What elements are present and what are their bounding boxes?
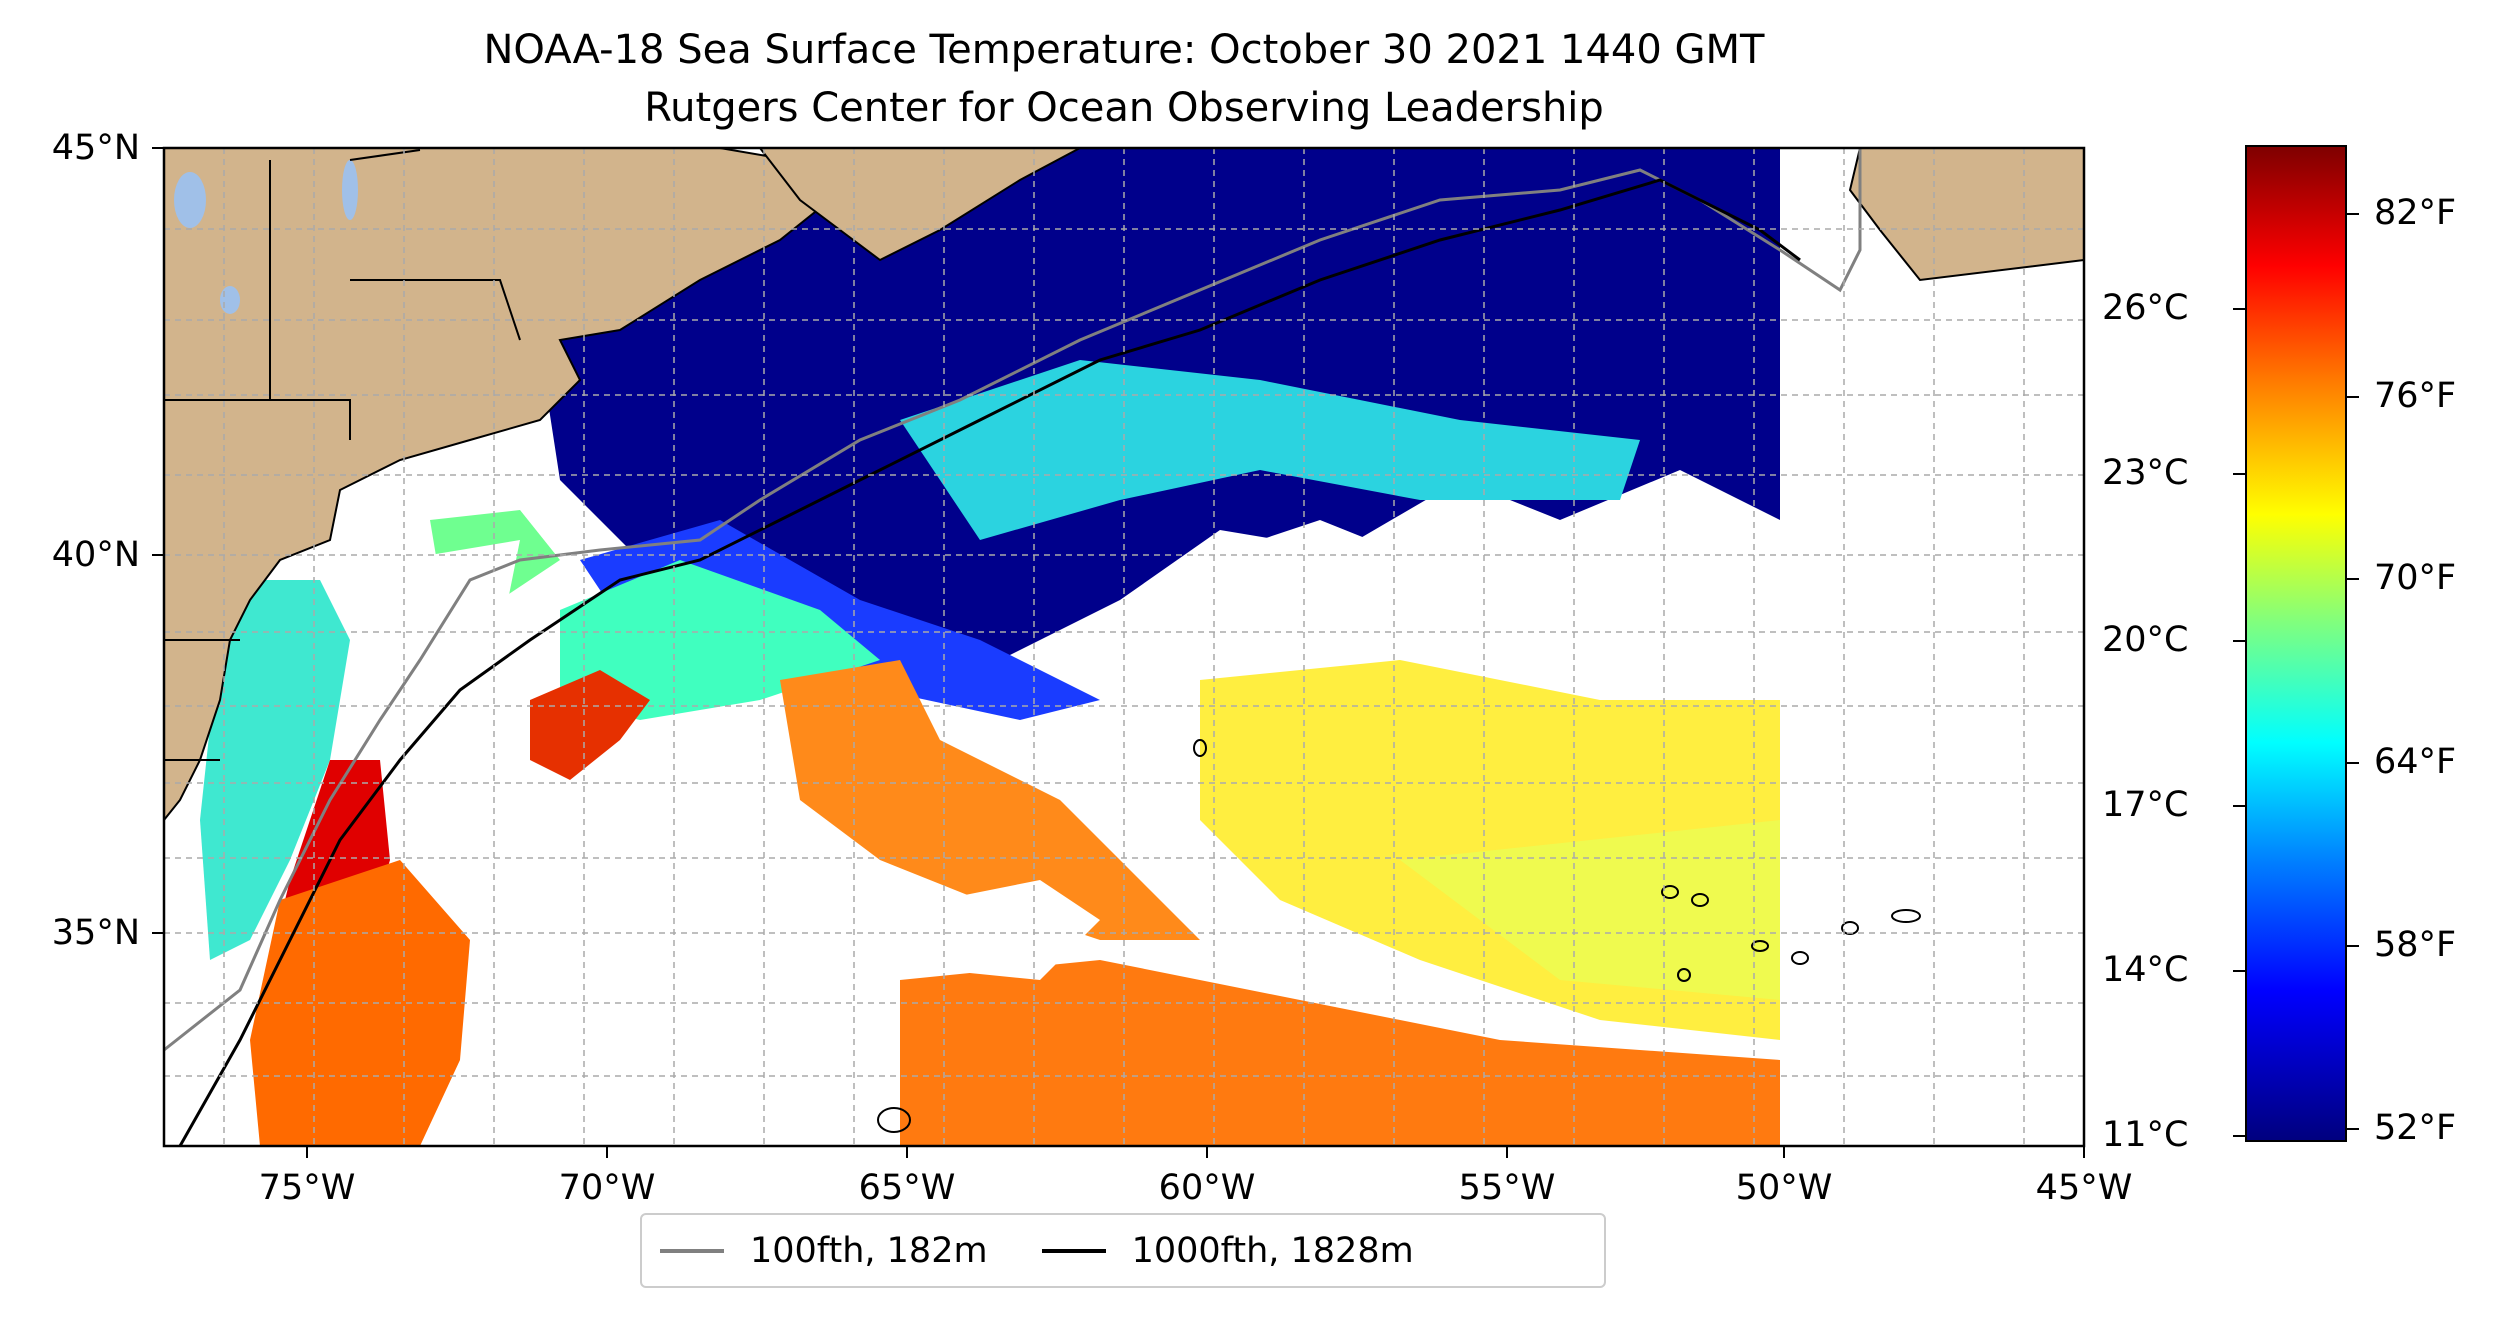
warm-water-southwest [250, 860, 470, 1146]
land-canada [758, 148, 1081, 262]
lon-label-70w: 70°W [558, 1168, 656, 1208]
lon-label-65w: 65°W [858, 1168, 956, 1208]
colorbar-label-c: 17°C [2102, 785, 2189, 825]
mid-atlantic-shelf [200, 580, 350, 960]
nova-scotia [1848, 148, 2084, 282]
temperature-colorbar [2245, 145, 2347, 1142]
legend-item-100fth: 100fth, 182m [660, 1231, 988, 1271]
lon-label-60w: 60°W [1158, 1168, 1256, 1208]
colorbar-label-c: 11°C [2102, 1115, 2189, 1155]
lat-label-40: 40°N [51, 535, 140, 575]
lon-label-50w: 50°W [1735, 1168, 1833, 1208]
warm-water-south [900, 960, 1780, 1146]
cb-tick [2347, 213, 2359, 215]
isobath-legend: 100fth, 182m 1000fth, 1828m [640, 1213, 1606, 1288]
lon-label-45w: 45°W [2035, 1168, 2133, 1208]
map-title: NOAA-18 Sea Surface Temperature: October… [483, 27, 1765, 73]
lat-label-35: 35°N [51, 913, 140, 953]
colorbar-label-f: 82°F [2374, 193, 2457, 233]
lon-label-75w: 75°W [258, 1168, 356, 1208]
cb-tick [2233, 1135, 2245, 1137]
colorbar-label-c: 26°C [2102, 288, 2189, 328]
colorbar-label-f: 70°F [2374, 558, 2457, 598]
axis-ticks [152, 147, 2085, 1158]
state-borders [164, 149, 521, 761]
cb-tick [2347, 1128, 2359, 1130]
cb-tick [2233, 308, 2245, 310]
legend-swatch-black [1041, 1248, 1106, 1253]
cold-water-region-2 [580, 520, 1100, 720]
cb-tick [2233, 805, 2245, 807]
legend-item-1000fth: 1000fth, 1828m [1041, 1230, 1414, 1271]
map-subtitle: Rutgers Center for Ocean Observing Leade… [644, 85, 1604, 131]
cb-tick [2233, 640, 2245, 642]
cb-tick [2233, 473, 2245, 475]
cb-tick [2347, 762, 2359, 764]
lat-label-45: 45°N [51, 128, 140, 168]
warm-water-center [780, 660, 1200, 940]
warm-eddy [530, 670, 650, 780]
legend-label: 100fth, 182m [750, 1230, 988, 1271]
lake [342, 160, 358, 220]
isobath-1000fth [178, 178, 1801, 1146]
cloud-gap-2 [940, 880, 1100, 980]
cb-tick [2233, 970, 2245, 972]
lake [174, 172, 206, 228]
lon-label-55w: 55°W [1458, 1168, 1556, 1208]
cb-tick [2347, 396, 2359, 398]
colorbar-label-f: 58°F [2374, 925, 2457, 965]
gridlines [164, 148, 2084, 1146]
colorbar-label-c: 14°C [2102, 950, 2189, 990]
cloud-gap-4 [380, 540, 520, 700]
colorbar-label-c: 20°C [2102, 620, 2189, 660]
legend-swatch-grey [660, 1248, 724, 1253]
plot-frame [162, 146, 2086, 1148]
colorbar-label-f: 76°F [2374, 376, 2457, 416]
colorbar-label-f: 52°F [2374, 1108, 2457, 1148]
land-mass [164, 148, 832, 822]
colorbar-label-c: 23°C [2102, 453, 2189, 493]
colorbar-label-f: 64°F [2374, 742, 2457, 782]
mid-temp-band [900, 360, 1640, 540]
cb-tick [2347, 945, 2359, 947]
legend-label: 1000fth, 1828m [1131, 1230, 1414, 1271]
lake [220, 286, 240, 314]
yellow-region-sparse [1400, 820, 1780, 1000]
seamounts [877, 739, 1921, 1133]
cb-tick [2347, 578, 2359, 580]
cloud-gap-3 [1780, 148, 2084, 1146]
